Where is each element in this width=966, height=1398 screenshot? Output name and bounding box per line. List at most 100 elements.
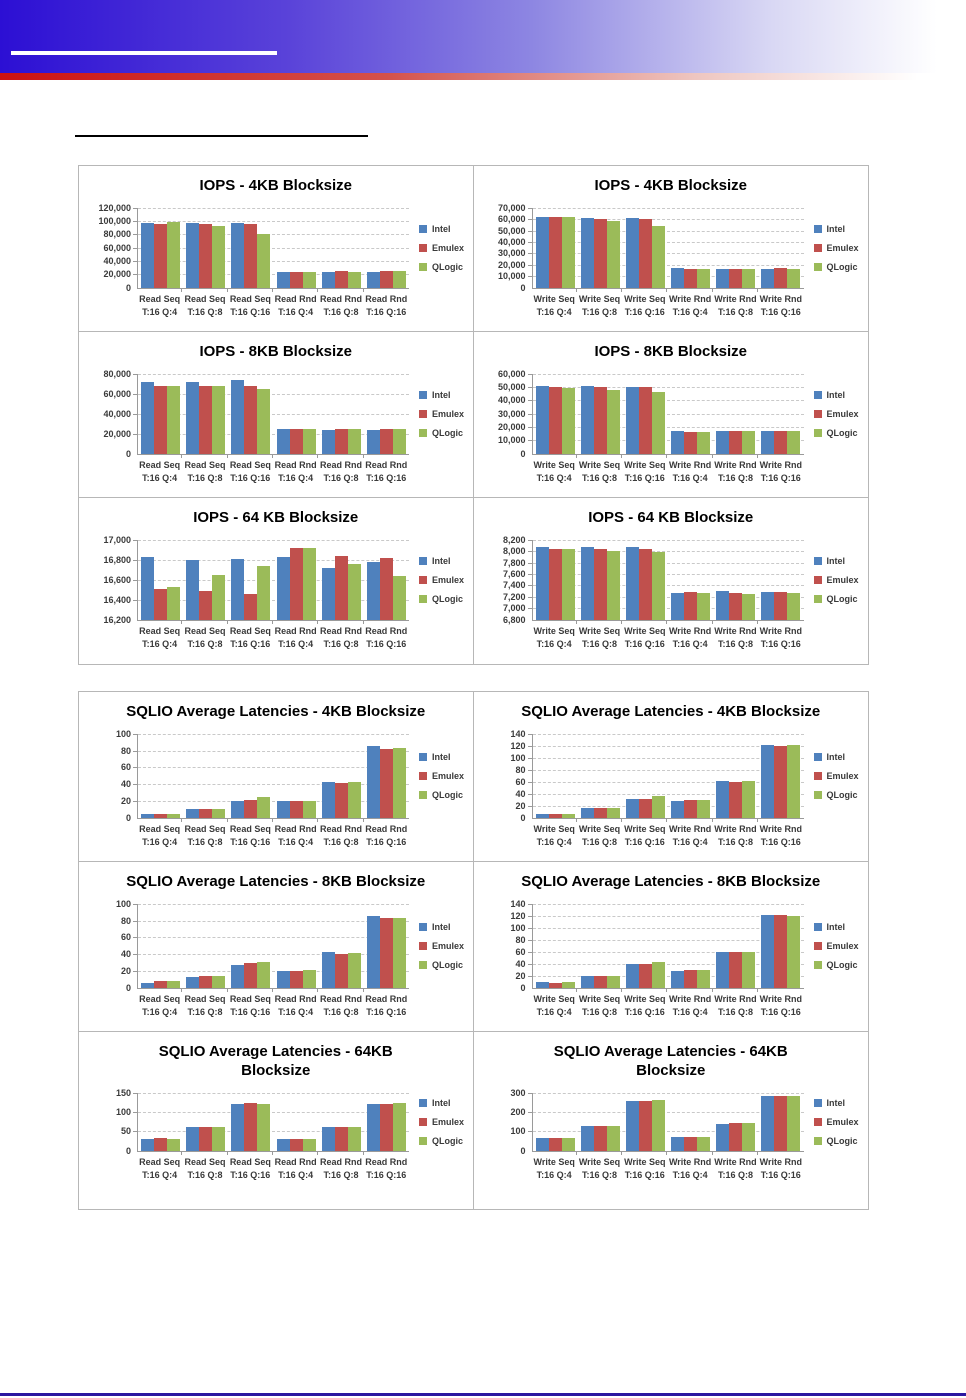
bar-qlogic [302,970,316,988]
bar-qlogic [257,796,271,818]
bar-intel [716,951,730,988]
bar-qlogic [257,234,271,288]
bar-emulex [199,1127,213,1151]
bar-group [713,374,758,454]
bar-intel [625,1101,639,1151]
bar-emulex [684,591,698,620]
bar-emulex [774,745,788,818]
y-tick-label: 140 [510,898,526,909]
bar-intel [625,218,639,288]
gridline [527,733,804,735]
bar-group [533,1093,578,1151]
x-tick-label: Write Seq T:16 Q:8 [577,619,623,651]
y-tick-label: 70,000 [497,202,526,213]
bar-emulex [548,548,562,620]
chart-title: SQLIO Average Latencies - 8KB Blocksize [521,873,821,890]
bar-intel [186,1127,200,1151]
chart-plot-area: 100 80 60 40 20 0 Read Seq T:16 Q:4 Read Seq T:… [79,729,473,849]
bar-group [319,904,364,988]
gridline [133,903,409,905]
bar-emulex [379,918,393,988]
legend-item: Intel [813,1098,869,1108]
x-tick-label: Read Rnd T:16 Q:16 [365,625,408,649]
y-tick-label: 16,400 [103,594,131,605]
bar-intel [141,814,155,818]
bar-emulex [548,813,562,818]
y-tick-label: 0 [125,1145,131,1156]
y-tick-label: 20 [120,795,131,806]
x-tick-label: Read Seq T:16 Q:8 [182,453,228,485]
x-axis: Read Seq T:16 Q:4 Read Seq T:16 Q:8 Read S… [137,453,409,485]
bar-group [364,540,409,620]
x-axis: Write Seq T:16 Q:4 Write Seq T:16 Q:8 Writ… [532,453,804,485]
bar-qlogic [257,388,271,454]
chart-plot-area: 100 80 60 40 20 0 Read Seq T:16 Q:4 Read Seq T:… [79,899,473,1019]
legend-label: QLogic [826,1135,858,1146]
gridline [527,253,804,255]
bar-group [668,1093,713,1151]
y-tick-label: 300 [510,1087,526,1098]
bar-intel [625,547,639,620]
bar-emulex [244,800,258,818]
chart-latency-8kb-read: SQLIO Average Latencies - 8KB Blocksize 1… [79,862,474,1032]
gridline [527,927,804,929]
y-tick-label: 40,000 [103,408,131,419]
bar-intel [535,1138,549,1151]
x-tick-label: Read Rnd T:16 Q:16 [365,459,408,483]
plot-column: Write Seq T:16 Q:4 Write Seq T:16 Q:8 Writ… [527,539,804,651]
bar-intel [186,223,200,288]
x-tick-label: Write Seq T:16 Q:8 [577,1150,623,1182]
legend-label: Emulex [432,574,465,585]
chart-legend: Intel Emulex QLogic [409,1093,473,1151]
y-tick-label: 120,000 [98,202,131,213]
bar-group [623,540,668,620]
chart-plot-area: 8,200 8,000 7,800 7,600 7,400 7,200 7,000 6,800… [474,535,869,651]
bar-group [183,1093,228,1151]
bar-intel [321,952,335,988]
bar-group [713,904,758,988]
bar-emulex [638,387,652,454]
chart-iops-4kb-write: IOPS - 4KB Blocksize 70,000 60,000 50,000 40… [473,166,868,332]
bar-emulex [548,1138,562,1151]
x-tick-label: Read Seq T:16 Q:8 [182,619,228,651]
bar-qlogic [302,429,316,454]
bar-qlogic [347,782,361,818]
x-tick-label: Write Seq T:16 Q:16 [622,453,668,485]
bar-groups [533,540,804,620]
gridline [527,975,804,977]
bar-intel [625,387,639,454]
bar-emulex [154,814,168,818]
legend-swatch-emulex [419,409,427,418]
y-axis: 80,000 60,000 40,000 20,000 0 [85,369,137,459]
x-axis: Read Seq T:16 Q:4 Read Seq T:16 Q:8 Read S… [137,287,409,319]
bar-chart: SQLIO Average Latencies - 8KB Blocksize 1… [474,862,869,1031]
bar-emulex [593,387,607,454]
legend-item: QLogic [813,594,869,604]
legend-label: Emulex [826,574,859,585]
legend-swatch-emulex [813,243,822,252]
bar-intel [321,782,335,818]
chart-title: IOPS - 4KB Blocksize [594,177,748,194]
chart-latency-4kb-read: SQLIO Average Latencies - 4KB Blocksize 1… [79,692,474,862]
y-tick-label: 100 [115,898,131,909]
legend-label: Emulex [826,770,859,781]
legend-swatch-qlogic [419,262,427,271]
x-tick-label: Read Seq T:16 Q:16 [228,1150,274,1182]
bar-qlogic [212,1127,226,1151]
bar-chart: IOPS - 64 KB Blocksize 17,000 16,800 16,600… [79,498,473,664]
gridline [527,596,804,598]
gridline [133,1092,409,1094]
bar-emulex [154,223,168,288]
x-tick-label: Write Rnd T:16 Q:4 [667,453,714,485]
bar-qlogic [651,795,665,818]
legend-label: Intel [432,1097,451,1108]
legend-swatch-qlogic [813,428,822,437]
y-axis: 140 120 100 80 60 40 20 0 [480,899,532,993]
chart-plot-area: 140 120 100 80 60 40 20 0 Write Seq T:16 Q:4 Writ… [474,729,869,849]
bar-intel [276,272,290,288]
bar-group [319,540,364,620]
gridline [133,261,409,263]
y-tick-label: 0 [520,812,526,823]
x-tick-label: Read Rnd T:16 Q:16 [365,293,408,317]
bar-intel [231,558,245,620]
